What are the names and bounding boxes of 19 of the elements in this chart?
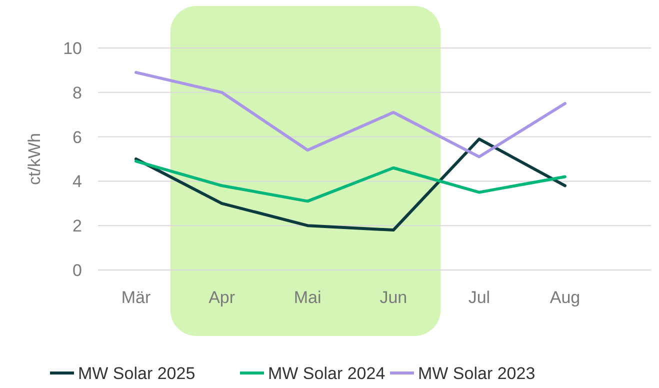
legend-label: MW Solar 2025 (78, 364, 196, 383)
x-tick-label: Aug (550, 288, 580, 307)
x-tick-label: Jun (380, 288, 408, 307)
y-tick-label: 4 (72, 172, 82, 192)
y-tick-label: 0 (72, 260, 82, 280)
line-series (134, 160, 566, 203)
line-series (134, 70, 566, 158)
x-tick-label: Apr (208, 288, 236, 307)
x-tick-label: Jul (468, 288, 490, 307)
y-tick-label: 2 (72, 216, 82, 236)
y-tick-label: 10 (63, 38, 82, 58)
legend-label: MW Solar 2024 (268, 364, 386, 383)
y-axis-title: ct/kWh (25, 133, 44, 185)
x-tick-label: Mär (121, 288, 151, 307)
y-tick-label: 8 (72, 83, 82, 102)
legend-label: MW Solar 2023 (418, 364, 536, 383)
line-series (134, 138, 566, 232)
y-tick-label: 6 (72, 128, 82, 147)
x-tick-label: Mai (294, 288, 322, 307)
